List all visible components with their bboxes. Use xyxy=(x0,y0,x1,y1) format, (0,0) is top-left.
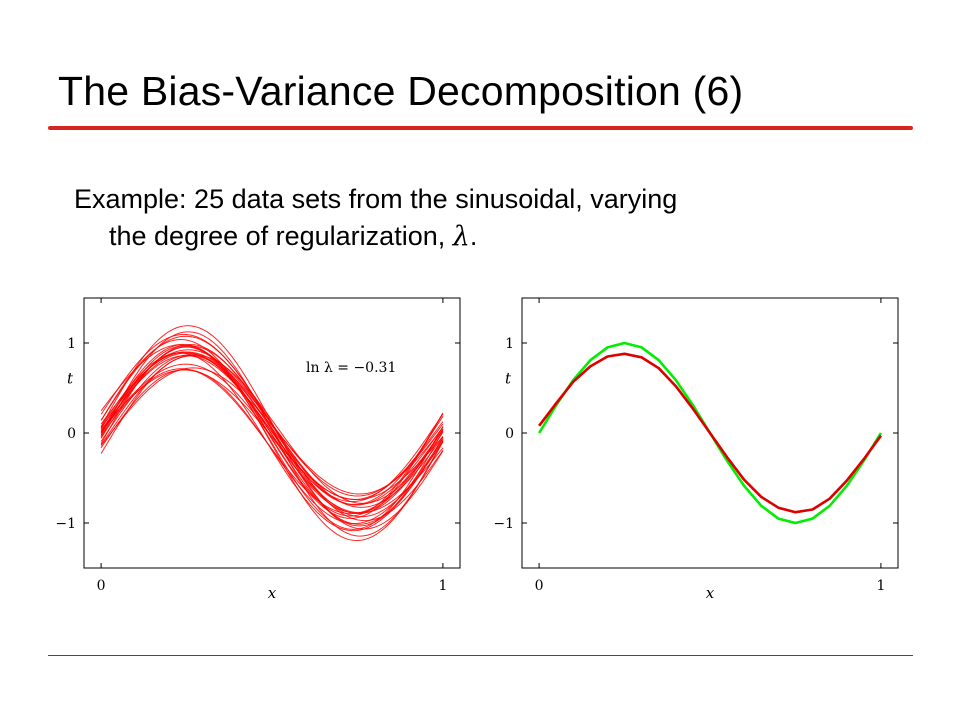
x-tick-label: 1 xyxy=(876,578,885,594)
y-axis-label: t xyxy=(505,370,512,388)
y-tick-label: 0 xyxy=(505,426,514,442)
y-tick-label: −1 xyxy=(55,516,76,532)
fit-lines xyxy=(100,325,444,542)
body-text: Example: 25 data sets from the sinusoida… xyxy=(74,181,874,255)
fit-line xyxy=(100,355,444,506)
chart-fits: 1 0 −1 0 1 x t ln λ = −0.31 xyxy=(55,297,461,602)
fit-line xyxy=(100,369,444,525)
fit-line xyxy=(100,344,444,530)
x-tick-label: 1 xyxy=(438,578,447,594)
x-tick-label: 0 xyxy=(97,578,106,594)
title-underline xyxy=(48,126,913,130)
lambda-symbol: λ xyxy=(452,221,470,252)
body-line-2-text: the degree of regularization, xyxy=(109,221,453,251)
average-fit-line xyxy=(538,352,882,514)
x-tick-label: 0 xyxy=(535,578,544,594)
y-tick-label: 1 xyxy=(67,336,76,352)
y-tick-label: 1 xyxy=(505,336,514,352)
y-tick-label: −1 xyxy=(493,516,514,532)
x-axis-label: x xyxy=(706,584,715,602)
fit-line xyxy=(100,345,444,530)
body-line-2-period: . xyxy=(469,221,478,251)
fit-line xyxy=(100,354,444,504)
fit-line xyxy=(100,344,444,519)
fit-line xyxy=(100,363,444,514)
body-line-1: Example: 25 data sets from the sinusoida… xyxy=(74,184,678,214)
fit-line xyxy=(100,346,444,542)
footer-rule xyxy=(48,655,913,656)
y-tick-label: 0 xyxy=(67,426,76,442)
x-axis-label: x xyxy=(268,584,277,602)
y-axis-label: t xyxy=(67,370,74,388)
slide-title: The Bias-Variance Decomposition (6) xyxy=(58,68,744,114)
body-line-2: the degree of regularization, λ. xyxy=(74,218,874,255)
fit-line xyxy=(100,331,444,537)
fit-line xyxy=(100,368,444,515)
lambda-annotation: ln λ = −0.31 xyxy=(306,360,396,376)
chart-average: 1 0 −1 0 1 x t xyxy=(493,297,899,602)
fit-line xyxy=(100,333,444,506)
